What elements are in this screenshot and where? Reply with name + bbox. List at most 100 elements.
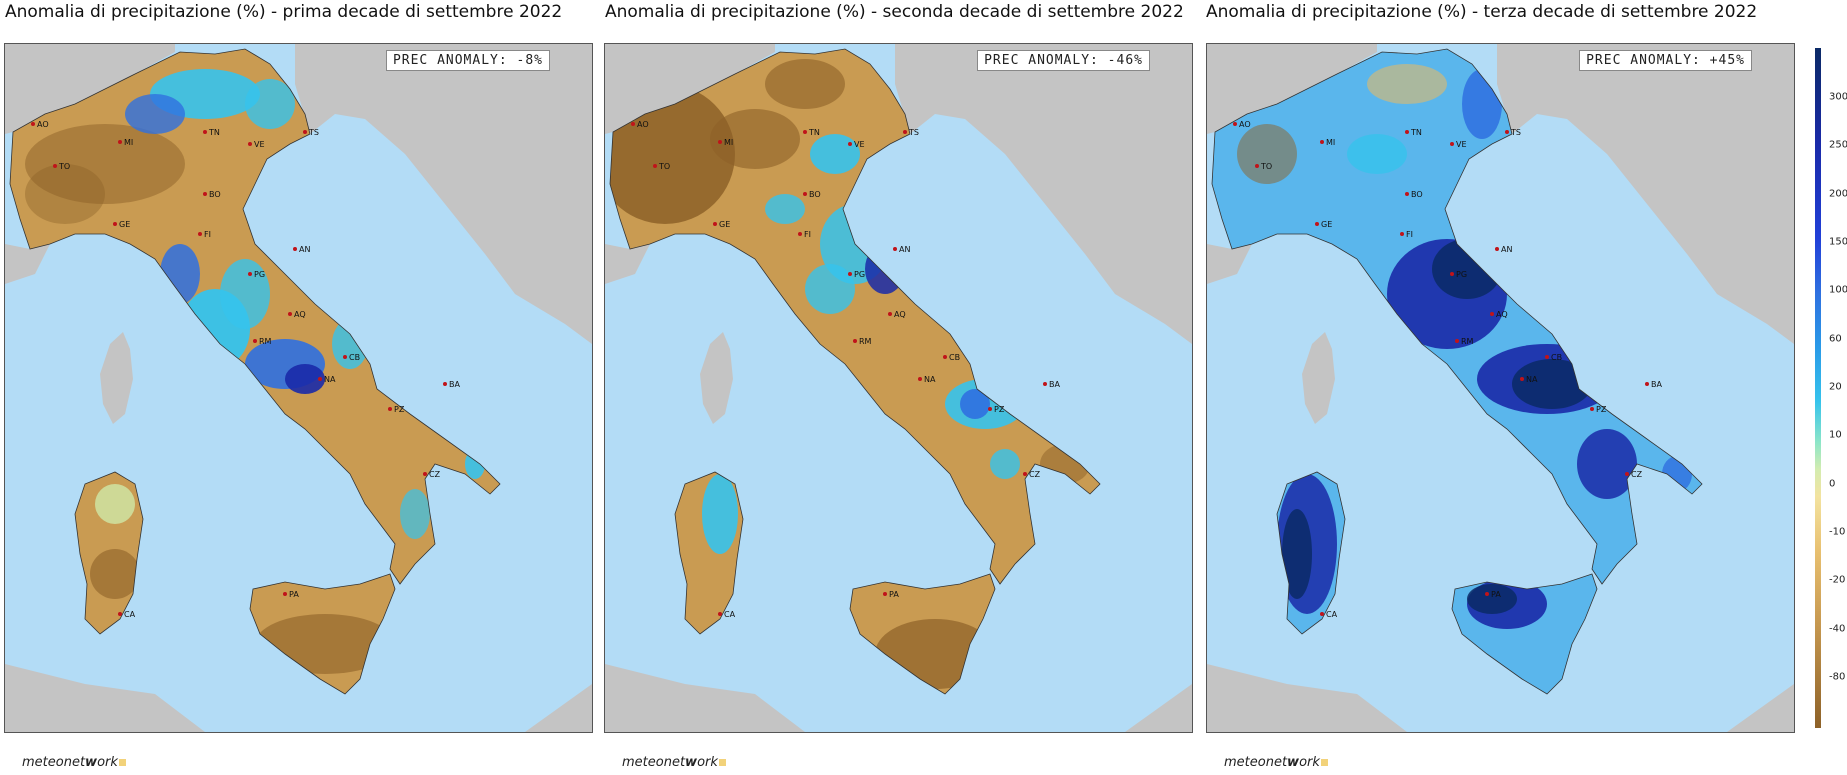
city-marker <box>1320 612 1324 616</box>
city-label: BO <box>809 190 821 199</box>
city-marker <box>1455 339 1459 343</box>
foreign-land <box>1497 44 1794 344</box>
coastline <box>74 471 144 635</box>
city-label: BA <box>449 380 460 389</box>
city-label: TS <box>1510 128 1521 137</box>
corsica <box>700 332 733 424</box>
foreign-land <box>1207 664 1794 732</box>
city-label: NA <box>324 375 336 384</box>
city-label: AO <box>637 120 649 129</box>
city-marker <box>118 140 122 144</box>
foreign-land <box>1207 44 1377 284</box>
colorbar-tick-label: -10 <box>1829 526 1846 538</box>
foreign-land <box>895 44 1192 344</box>
anomaly-area <box>990 449 1020 479</box>
colorbar-tick-label: 0 <box>1829 478 1836 490</box>
anomaly-area <box>765 194 805 224</box>
city-marker <box>198 232 202 236</box>
colorbar-tick-label: 250 <box>1829 139 1847 151</box>
city-marker <box>388 407 392 411</box>
city-marker <box>53 164 57 168</box>
city-marker <box>798 232 802 236</box>
coastline <box>1451 573 1598 695</box>
anomaly-area <box>285 364 325 394</box>
colorbar-tick-label: -20 <box>1829 574 1846 586</box>
city-marker <box>1405 130 1409 134</box>
city-label: TN <box>808 128 820 137</box>
city-label: PA <box>289 590 299 599</box>
city-label: AQ <box>1496 310 1508 319</box>
panel-title-3: Anomalia di precipitazione (%) - terza d… <box>1206 2 1758 22</box>
city-marker <box>31 122 35 126</box>
city-label: GE <box>1321 220 1332 229</box>
foreign-land <box>605 664 1192 732</box>
city-marker <box>1495 247 1499 251</box>
foreign-land <box>5 664 592 732</box>
city-label: PG <box>854 270 865 279</box>
foreign-land <box>5 44 175 284</box>
city-marker <box>1023 472 1027 476</box>
anomaly-area <box>25 164 105 224</box>
anomaly-area <box>810 134 860 174</box>
anomaly-box-3: PREC ANOMALY: +45% <box>1579 50 1752 71</box>
colorbar-tick-label: 10 <box>1829 429 1842 441</box>
anomaly-area <box>710 109 800 169</box>
city-label: CA <box>1326 610 1338 619</box>
city-marker <box>1255 164 1259 168</box>
city-marker <box>893 247 897 251</box>
panel-title-2: Anomalia di precipitazione (%) - seconda… <box>605 2 1184 22</box>
coastline <box>1276 471 1346 635</box>
city-label: TN <box>208 128 220 137</box>
city-marker <box>203 130 207 134</box>
city-marker <box>803 130 807 134</box>
city-marker <box>631 122 635 126</box>
city-marker <box>303 130 307 134</box>
city-label: RM <box>259 337 272 346</box>
anomaly-area <box>245 79 295 129</box>
city-label: AO <box>37 120 49 129</box>
map-panel-1: AO MI TO TN VE TS BO GE FI AN PG AQ RM CB NA BA PZ CZ PA CA… <box>4 43 593 733</box>
anomaly-area <box>400 489 430 539</box>
logo-2: meteonetwork <box>622 755 726 770</box>
anomaly-area <box>1467 584 1517 614</box>
city-marker <box>848 142 852 146</box>
city-marker <box>1450 142 1454 146</box>
city-marker <box>653 164 657 168</box>
map-svg-1: AO MI TO TN VE TS BO GE FI AN PG AQ RM CB NA BA PZ CZ PA CA <box>5 44 592 732</box>
city-label: BO <box>1411 190 1423 199</box>
city-marker <box>1590 407 1594 411</box>
anomaly-area <box>25 124 185 204</box>
city-marker <box>713 222 717 226</box>
city-marker <box>318 377 322 381</box>
city-label: BO <box>209 190 221 199</box>
city-marker <box>853 339 857 343</box>
colorbar-tick-label: 60 <box>1829 333 1842 345</box>
city-label: VE <box>854 140 865 149</box>
coastline <box>249 573 396 695</box>
city-label: AQ <box>294 310 306 319</box>
city-marker <box>1485 592 1489 596</box>
city-label: FI <box>1406 230 1413 239</box>
city-marker <box>943 355 947 359</box>
city-label: TO <box>1260 162 1272 171</box>
city-marker <box>718 140 722 144</box>
anomaly-box-2: PREC ANOMALY: -46% <box>977 50 1150 71</box>
city-marker <box>1505 130 1509 134</box>
city-label: PA <box>889 590 899 599</box>
city-marker <box>1043 382 1047 386</box>
colorbar-tick-label: 300 <box>1829 91 1847 103</box>
corsica <box>100 332 133 424</box>
city-marker <box>1520 377 1524 381</box>
city-label: TS <box>908 128 919 137</box>
city-marker <box>203 192 207 196</box>
corsica <box>1302 332 1335 424</box>
city-label: PG <box>254 270 265 279</box>
city-marker <box>1315 222 1319 226</box>
anomaly-area <box>702 474 738 554</box>
city-label: AN <box>1501 245 1512 254</box>
city-label: CZ <box>1631 470 1643 479</box>
logo-3: meteonetwork <box>1224 755 1328 770</box>
city-marker <box>248 272 252 276</box>
map-panel-3: AO MI TO TN VE TS BO GE FI AN PG AQ RM CB NA BA PZ CZ PA CA… <box>1206 43 1795 733</box>
city-marker <box>113 222 117 226</box>
